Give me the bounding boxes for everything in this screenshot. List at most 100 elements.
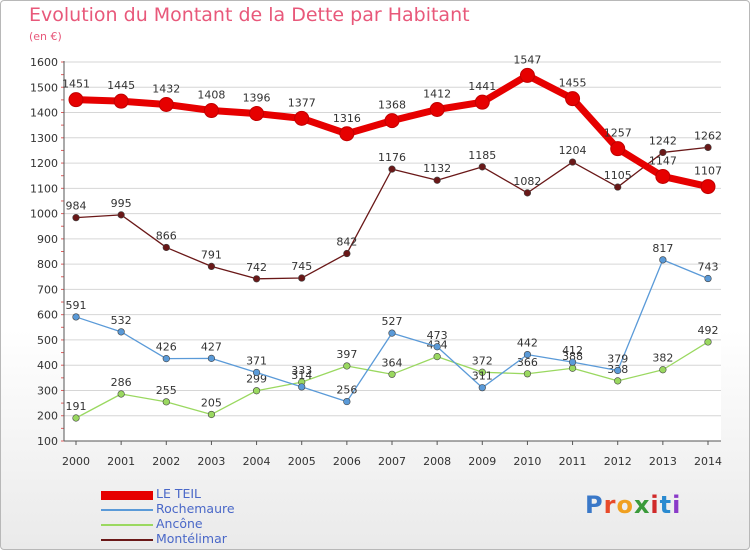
x-tick-label: 2011 bbox=[559, 455, 587, 468]
data-label: 1107 bbox=[694, 165, 722, 178]
data-point bbox=[700, 179, 716, 195]
data-label: 256 bbox=[336, 384, 357, 397]
y-tick-label: 600 bbox=[37, 309, 58, 322]
data-point bbox=[298, 274, 306, 282]
data-point bbox=[252, 387, 261, 395]
logo-letter: r bbox=[603, 491, 617, 519]
data-label: 984 bbox=[66, 200, 87, 213]
data-label: 532 bbox=[111, 314, 132, 327]
legend-label: Montélimar bbox=[156, 531, 227, 546]
data-point bbox=[659, 366, 667, 374]
data-point bbox=[655, 168, 671, 184]
data-point bbox=[614, 377, 622, 385]
data-label: 1082 bbox=[513, 175, 541, 188]
data-label: 388 bbox=[562, 350, 583, 363]
data-point bbox=[343, 249, 351, 258]
data-point bbox=[113, 93, 129, 109]
data-point bbox=[523, 189, 532, 197]
data-point bbox=[207, 354, 216, 362]
x-tick-label: 2000 bbox=[62, 455, 90, 468]
data-label: 866 bbox=[156, 229, 177, 242]
data-label: 1445 bbox=[107, 79, 135, 92]
data-label: 426 bbox=[156, 341, 177, 354]
data-label: 1176 bbox=[378, 151, 406, 164]
x-tick-label: 2002 bbox=[152, 455, 180, 468]
data-point bbox=[384, 113, 400, 129]
data-point bbox=[704, 338, 712, 346]
y-tick-label: 1500 bbox=[30, 81, 58, 94]
data-point bbox=[117, 328, 125, 336]
x-tick-label: 2004 bbox=[243, 455, 271, 468]
data-label: 397 bbox=[336, 348, 357, 361]
data-label: 1262 bbox=[694, 129, 722, 142]
x-tick-label: 2007 bbox=[378, 455, 406, 468]
data-point bbox=[565, 91, 581, 107]
data-point bbox=[433, 176, 441, 184]
x-tick-label: 2009 bbox=[468, 455, 496, 468]
data-label: 286 bbox=[111, 376, 132, 389]
legend-swatch bbox=[101, 509, 153, 511]
x-tick-label: 2013 bbox=[649, 455, 677, 468]
legend-label: LE TEIL bbox=[156, 486, 202, 501]
y-tick-label: 1000 bbox=[30, 208, 58, 221]
logo-letter: x bbox=[633, 491, 651, 519]
data-point bbox=[298, 383, 306, 391]
data-label: 1257 bbox=[604, 127, 632, 140]
data-label: 995 bbox=[111, 197, 132, 210]
data-label: 1368 bbox=[378, 99, 406, 112]
data-label: 1185 bbox=[468, 149, 496, 162]
unit-label: (en €) bbox=[29, 30, 62, 43]
data-label: 473 bbox=[427, 329, 448, 342]
data-label: 1451 bbox=[62, 78, 90, 91]
data-point bbox=[478, 368, 486, 376]
data-point bbox=[117, 211, 125, 219]
legend-swatch bbox=[101, 524, 153, 526]
data-point bbox=[523, 370, 532, 378]
data-point bbox=[72, 313, 80, 321]
data-label: 1547 bbox=[513, 53, 541, 66]
data-label: 314 bbox=[291, 369, 312, 382]
data-point bbox=[207, 262, 216, 271]
logo-letter: o bbox=[616, 491, 634, 519]
logo-letter: i bbox=[672, 491, 682, 519]
data-label: 427 bbox=[201, 340, 222, 353]
data-label: 364 bbox=[382, 356, 403, 369]
y-tick-label: 100 bbox=[37, 435, 58, 448]
data-label: 1441 bbox=[468, 80, 496, 93]
data-point bbox=[388, 370, 396, 378]
data-label: 817 bbox=[652, 242, 673, 255]
data-point bbox=[162, 398, 170, 406]
data-label: 527 bbox=[382, 315, 403, 328]
data-point bbox=[162, 243, 170, 252]
data-label: 412 bbox=[562, 344, 583, 357]
data-point bbox=[72, 414, 80, 422]
data-point bbox=[388, 329, 396, 337]
y-tick-label: 500 bbox=[37, 334, 58, 347]
legend-swatch bbox=[101, 539, 153, 541]
data-label: 1377 bbox=[288, 96, 316, 109]
data-point bbox=[158, 96, 174, 112]
data-point bbox=[207, 410, 216, 419]
data-point bbox=[203, 103, 219, 119]
data-label: 255 bbox=[156, 384, 177, 397]
proxiti-logo: Proxiti bbox=[585, 491, 681, 519]
data-point bbox=[294, 110, 310, 126]
y-tick-label: 200 bbox=[37, 410, 58, 423]
data-label: 333 bbox=[291, 364, 312, 377]
legend-label: Rochemaure bbox=[156, 501, 235, 516]
data-point bbox=[610, 141, 626, 157]
legend-swatch bbox=[101, 490, 153, 500]
data-label: 382 bbox=[652, 352, 673, 365]
data-label: 1412 bbox=[423, 88, 451, 101]
logo-letter: i bbox=[650, 491, 660, 519]
data-point bbox=[568, 358, 577, 366]
data-point bbox=[519, 67, 535, 83]
data-point bbox=[478, 163, 486, 171]
data-point bbox=[568, 158, 577, 166]
data-label: 842 bbox=[336, 236, 357, 249]
data-label: 1105 bbox=[604, 169, 632, 182]
y-tick-label: 1400 bbox=[30, 107, 58, 120]
data-label: 743 bbox=[698, 261, 719, 274]
x-tick-label: 2003 bbox=[197, 455, 225, 468]
